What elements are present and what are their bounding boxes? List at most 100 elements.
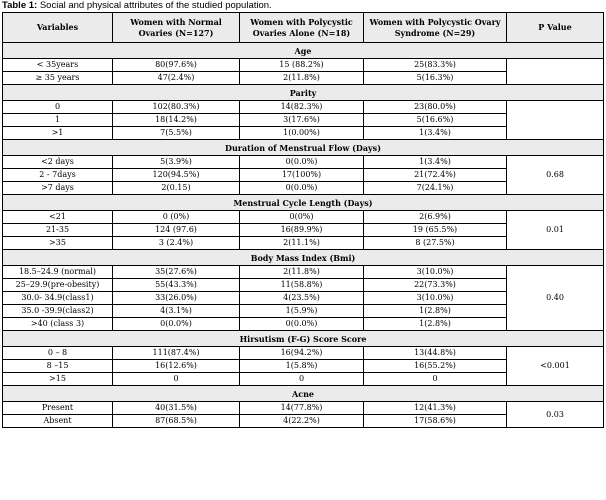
table-caption: Table 1: Social and physical attributes … [2,0,272,11]
polycystic-alone-cell: 15 (88.2%) [239,58,364,72]
polycystic-alone-cell: 1(5.9%) [239,304,364,318]
pcos-cell: 25(83.3%) [363,58,507,72]
header-polycystic-alone: Women with Polycystic Ovaries Alone (N=1… [239,12,364,43]
header-row: Variables Women with Normal Ovaries (N=1… [2,12,604,43]
normal-ovaries-cell: 80(97.6%) [112,58,240,72]
pcos-cell: 1(3.4%) [363,155,507,169]
variable-cell: >7 days [2,181,113,195]
normal-ovaries-cell: 2(0.15) [112,181,240,195]
variable-cell: 18.5–24.9 (normal) [2,265,113,279]
section-title: Parity [2,84,604,101]
polycystic-alone-cell: 2(11.8%) [239,71,364,85]
table-body: Age < 35years 80(97.6%) 15 (88.2%) 25(83.3%)… [2,42,604,428]
polycystic-alone-cell: 11(58.8%) [239,278,364,292]
variable-cell: <2 days [2,155,113,169]
variable-cell: 8 –15 [2,359,113,373]
polycystic-alone-cell: 0(0.0%) [239,317,364,331]
polycystic-alone-cell: 16(94.2%) [239,346,364,360]
p-value-cell: <0.001 [506,346,604,386]
table-row: 35.0 -39.9(class2) 4(3.1%) 1(5.9%) 1(2.8%) [2,304,604,318]
table-row: 21-35 124 (97.6) 16(89.9%) 19 (65.5%) [2,223,604,237]
variable-cell: < 35years [2,58,113,72]
normal-ovaries-cell: 0 [112,372,240,386]
section-header-row: Age [2,42,604,59]
table-row: >1 7(5.5%) 1(0.00%) 1(3.4%) [2,126,604,140]
normal-ovaries-cell: 47(2.4%) [112,71,240,85]
table-row: Absent 87(68.5%) 4(22.2%) 17(58.6%) [2,414,604,428]
section-title: Menstrual Cycle Length (Days) [2,194,604,211]
normal-ovaries-cell: 7(5.5%) [112,126,240,140]
pcos-cell: 1(3.4%) [363,126,507,140]
pcos-cell: 3(10.0%) [363,265,507,279]
polycystic-alone-cell: 14(82.3%) [239,100,364,114]
normal-ovaries-cell: 111(87.4%) [112,346,240,360]
polycystic-alone-cell: 2(11.1%) [239,236,364,250]
normal-ovaries-cell: 5(3.9%) [112,155,240,169]
polycystic-alone-cell: 1(0.00%) [239,126,364,140]
variable-cell: <21 [2,210,113,224]
table-row: ≥ 35 years 47(2.4%) 2(11.8%) 5(16.3%) [2,71,604,85]
caption-text: Social and physical attributes of the st… [37,0,272,11]
table-row: 30.0- 34.9(class1) 33(26.0%) 4(23.5%) 3(10.… [2,291,604,305]
header-variables: Variables [2,12,113,43]
polycystic-alone-cell: 2(11.8%) [239,265,364,279]
table-row: <2 days 5(3.9%) 0(0.0%) 1(3.4%) 0.68 [2,155,604,195]
normal-ovaries-cell: 120(94.5%) [112,168,240,182]
pcos-cell: 5(16.3%) [363,71,507,85]
variable-cell: 21-35 [2,223,113,237]
pcos-cell: 0 [363,372,507,386]
normal-ovaries-cell: 33(26.0%) [112,291,240,305]
normal-ovaries-cell: 0 (0%) [112,210,240,224]
normal-ovaries-cell: 0(0.0%) [112,317,240,331]
section-title: Acne [2,385,604,402]
variable-cell: Absent [2,414,113,428]
variable-cell: 35.0 -39.9(class2) [2,304,113,318]
normal-ovaries-cell: 55(43.3%) [112,278,240,292]
normal-ovaries-cell: 40(31.5%) [112,401,240,415]
section-header-row: Body Mass Index (Bmi) [2,249,604,266]
normal-ovaries-cell: 102(80.3%) [112,100,240,114]
header-p-value: P Value [506,12,604,43]
polycystic-alone-cell: 0(0.0%) [239,181,364,195]
variable-cell: 1 [2,113,113,127]
table-row: Present 40(31.5%) 14(77.8%) 12(41.3%) 0.03 [2,401,604,428]
table-row: 0 102(80.3%) 14(82.3%) 23(80.0%) [2,100,604,140]
pcos-cell: 7(24.1%) [363,181,507,195]
table-row: >7 days 2(0.15) 0(0.0%) 7(24.1%) [2,181,604,195]
polycystic-alone-cell: 17(100%) [239,168,364,182]
normal-ovaries-cell: 124 (97.6) [112,223,240,237]
table-row: 8 –15 16(12.6%) 1(5.8%) 16(55.2%) [2,359,604,373]
polycystic-alone-cell: 0 [239,372,364,386]
section-title: Age [2,42,604,59]
section-title: Duration of Menstrual Flow (Days) [2,139,604,156]
variable-cell: 0 – 8 [2,346,113,360]
p-value-cell [506,58,604,85]
p-value-cell: 0.03 [506,401,604,428]
p-value-cell [506,100,604,140]
variable-cell: >1 [2,126,113,140]
polycystic-alone-cell: 14(77.8%) [239,401,364,415]
table-row: < 35years 80(97.6%) 15 (88.2%) 25(83.3%) [2,58,604,85]
section-title: Body Mass Index (Bmi) [2,249,604,266]
variable-cell: 2 - 7days [2,168,113,182]
polycystic-alone-cell: 3(17.6%) [239,113,364,127]
polycystic-alone-cell: 1(5.8%) [239,359,364,373]
section-header-row: Duration of Menstrual Flow (Days) [2,139,604,156]
polycystic-alone-cell: 4(22.2%) [239,414,364,428]
section-header-row: Hirsutism (F-G) Score Score [2,330,604,347]
variable-cell: 25–29.9(pre-obesity) [2,278,113,292]
variable-cell: >40 (class 3) [2,317,113,331]
pcos-cell: 17(58.6%) [363,414,507,428]
p-value-cell: 0.40 [506,265,604,331]
normal-ovaries-cell: 3 (2.4%) [112,236,240,250]
normal-ovaries-cell: 4(3.1%) [112,304,240,318]
caption-label: Table 1: [2,0,38,11]
pcos-cell: 2(6.9%) [363,210,507,224]
header-normal-ovaries: Women with Normal Ovaries (N=127) [112,12,240,43]
pcos-cell: 16(55.2%) [363,359,507,373]
table-row: <21 0 (0%) 0(0%) 2(6.9%) 0.01 [2,210,604,250]
variable-cell: >15 [2,372,113,386]
variable-cell: 30.0- 34.9(class1) [2,291,113,305]
normal-ovaries-cell: 87(68.5%) [112,414,240,428]
section-header-row: Menstrual Cycle Length (Days) [2,194,604,211]
